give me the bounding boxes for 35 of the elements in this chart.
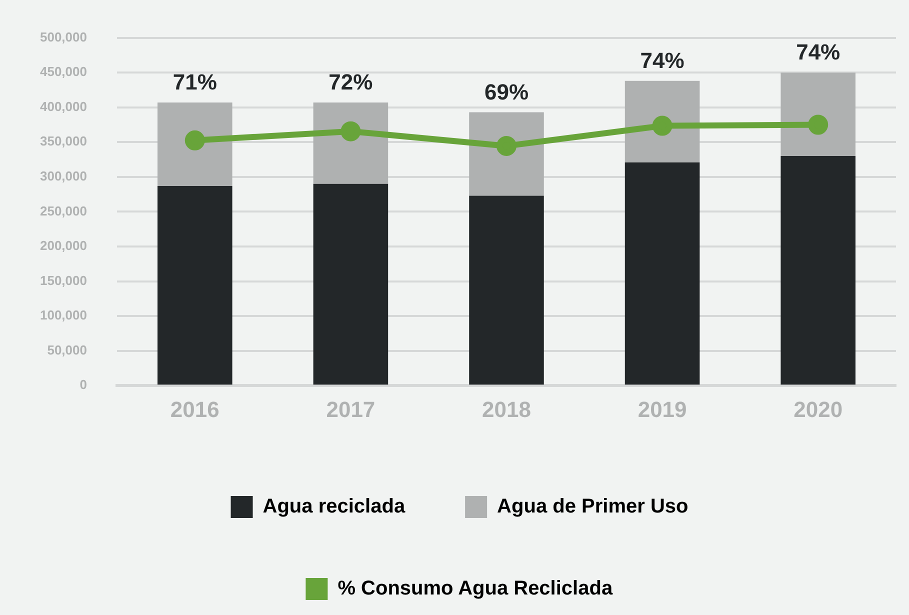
bar	[624, 162, 700, 385]
y-tick-label: 250,000	[40, 203, 87, 218]
point	[808, 114, 828, 135]
point	[496, 136, 516, 156]
annotation: 72%	[328, 70, 373, 95]
y-tick-label: 300,000	[40, 168, 87, 184]
annotation: 69%	[484, 79, 529, 104]
x-tick-label: 2016	[170, 396, 220, 422]
y-tick-label: 50,000	[47, 342, 87, 358]
annotation: 71%	[172, 70, 217, 95]
x-tick-label: 2018	[482, 396, 531, 422]
point	[184, 130, 205, 150]
y-tick-label: 450,000	[40, 64, 87, 80]
y-tick-label: 150,000	[40, 272, 87, 288]
bar	[313, 184, 388, 385]
bar	[780, 156, 856, 385]
x-tick-label: 2019	[638, 396, 687, 422]
y-tick-label: 200,000	[40, 238, 87, 254]
legend-label: % Consumo Agua Recliclada	[338, 578, 614, 600]
bar	[469, 196, 544, 385]
annotation: 74%	[796, 40, 840, 65]
bar	[158, 186, 232, 385]
y-tick-label: 500,000	[40, 29, 87, 44]
annotation: 74%	[640, 48, 684, 73]
bar	[780, 72, 856, 156]
y-tick-label: 400,000	[40, 98, 87, 114]
y-tick-label: 0	[80, 377, 87, 392]
bar	[158, 102, 232, 186]
x-tick-label: 2020	[794, 396, 843, 422]
legend-label: Agua de Primer Uso	[497, 496, 688, 518]
x-tick-label: 2017	[326, 396, 376, 422]
y-tick-label: 350,000	[40, 134, 87, 149]
y-tick-label: 100,000	[40, 308, 87, 323]
point	[340, 121, 361, 142]
legend-label: Agua reciclada	[262, 496, 406, 518]
